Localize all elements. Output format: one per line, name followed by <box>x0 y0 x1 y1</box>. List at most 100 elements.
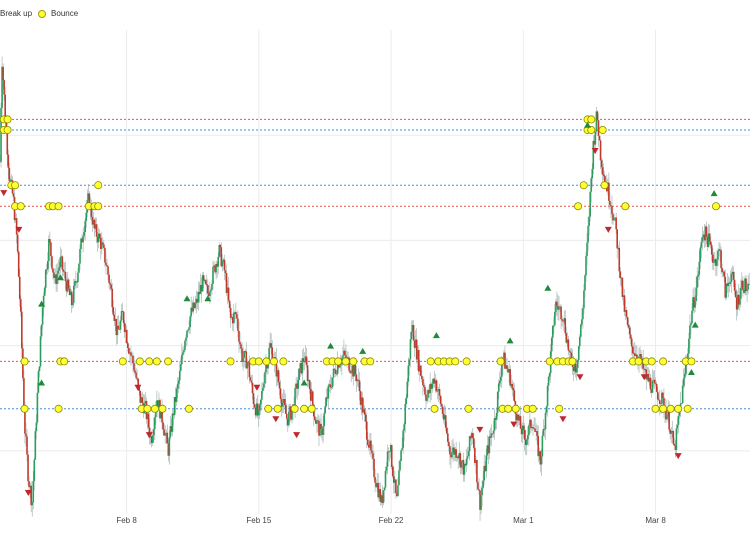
break-down-marker <box>510 421 518 428</box>
candle-body <box>527 435 529 440</box>
candle-body <box>533 428 535 429</box>
candle-body <box>141 397 144 404</box>
candle-body <box>394 479 396 483</box>
candle-body <box>383 487 386 491</box>
candle-body <box>1 66 3 108</box>
candle-body <box>713 262 715 264</box>
candle-body <box>728 282 731 284</box>
candle-body <box>745 278 747 292</box>
candle-body <box>661 392 663 404</box>
legend-item-bounce[interactable]: Bounce <box>38 9 78 18</box>
candle-body <box>573 364 576 372</box>
candle-body <box>166 432 169 444</box>
candle-body <box>21 311 23 349</box>
candle-body <box>467 451 470 457</box>
candle-body <box>226 287 229 293</box>
candle-body <box>401 448 403 451</box>
bounce-marker <box>143 404 152 413</box>
x-tick-label: Feb 15 <box>246 516 271 525</box>
candle-body <box>116 325 119 336</box>
candle-body <box>60 256 63 258</box>
candle-body <box>496 391 499 413</box>
candle-body <box>4 94 6 121</box>
candle-body <box>732 271 735 280</box>
bounce-marker <box>568 357 577 366</box>
candle-body <box>380 495 383 503</box>
candle-body <box>462 460 465 475</box>
candle-body <box>139 390 142 403</box>
break-up-marker <box>327 342 335 349</box>
candle-body <box>689 325 691 339</box>
break-up-marker <box>183 295 191 302</box>
candle-body <box>674 445 677 450</box>
candle-body <box>603 176 606 182</box>
candle-body <box>658 400 661 405</box>
candle-body <box>364 414 367 422</box>
candle-body <box>0 161 1 163</box>
candle-body <box>33 459 36 482</box>
bounce-marker <box>579 181 588 190</box>
candle-body <box>240 344 242 349</box>
legend-item-break-up[interactable]: Break up <box>0 9 32 18</box>
candle-body <box>162 422 164 430</box>
candle-body <box>19 299 22 312</box>
candle-body <box>542 428 545 436</box>
bounce-marker <box>94 181 103 190</box>
bounce-marker <box>226 357 235 366</box>
candle-body <box>158 400 160 409</box>
candle-body <box>440 403 443 407</box>
candle-body <box>722 271 724 273</box>
candle-body <box>90 203 93 217</box>
candle-body <box>721 268 723 272</box>
candle-body <box>473 438 475 448</box>
candle-body <box>282 399 285 403</box>
candle-body <box>96 236 99 243</box>
candle-body <box>305 356 308 366</box>
candle-body <box>376 483 378 488</box>
break-down-marker <box>145 432 153 439</box>
bounce-marker <box>11 181 20 190</box>
candle-body <box>536 431 538 436</box>
candle-body <box>371 450 373 454</box>
candle-body <box>164 433 167 436</box>
candle-body <box>107 266 109 275</box>
candle-body <box>737 294 740 305</box>
candle-body <box>253 404 256 408</box>
candle-body <box>278 382 281 389</box>
candle-body <box>580 324 582 337</box>
candle-body <box>400 450 402 462</box>
bounce-marker <box>54 404 63 413</box>
candle-body <box>492 430 495 434</box>
bounce-marker <box>621 202 630 211</box>
candle-body <box>51 256 53 269</box>
candle-body <box>191 307 194 312</box>
candle-body <box>150 436 153 444</box>
candle-body <box>194 303 197 308</box>
bounce-marker <box>60 357 69 366</box>
candle-body <box>511 383 514 388</box>
candle-body <box>612 214 614 221</box>
candle-body <box>461 460 464 461</box>
candle-body <box>384 470 387 488</box>
candle-body <box>223 259 226 271</box>
candle-body <box>362 409 365 413</box>
candle-body <box>575 368 578 373</box>
candle-body <box>77 272 79 283</box>
candle-body <box>219 245 222 248</box>
candle-body <box>395 479 397 494</box>
candle-body <box>199 285 202 295</box>
candle-body <box>320 423 322 429</box>
candle-body <box>545 406 548 413</box>
candle-body <box>154 417 156 430</box>
candle-body <box>729 281 732 284</box>
candle-body <box>431 383 434 389</box>
candle-body <box>528 425 530 436</box>
candle-body <box>120 311 123 321</box>
candle-body <box>332 368 335 378</box>
x-tick-label: Feb 22 <box>379 516 404 525</box>
break-up-marker <box>506 337 514 344</box>
break-down-marker <box>253 384 261 391</box>
candle-body <box>225 273 228 293</box>
candle-body <box>654 383 657 385</box>
break-down-marker <box>576 374 584 381</box>
